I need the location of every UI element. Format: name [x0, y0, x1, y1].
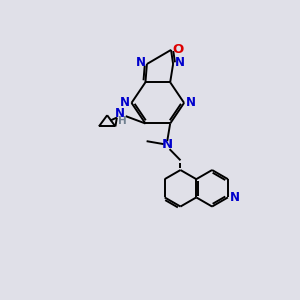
- Text: N: N: [120, 96, 130, 110]
- Text: N: N: [162, 139, 173, 152]
- Text: N: N: [175, 56, 184, 69]
- Text: H: H: [118, 116, 126, 126]
- Text: N: N: [135, 56, 146, 69]
- Text: N: N: [115, 107, 125, 120]
- Text: N: N: [230, 191, 239, 204]
- Text: N: N: [186, 96, 196, 110]
- Text: O: O: [172, 44, 183, 56]
